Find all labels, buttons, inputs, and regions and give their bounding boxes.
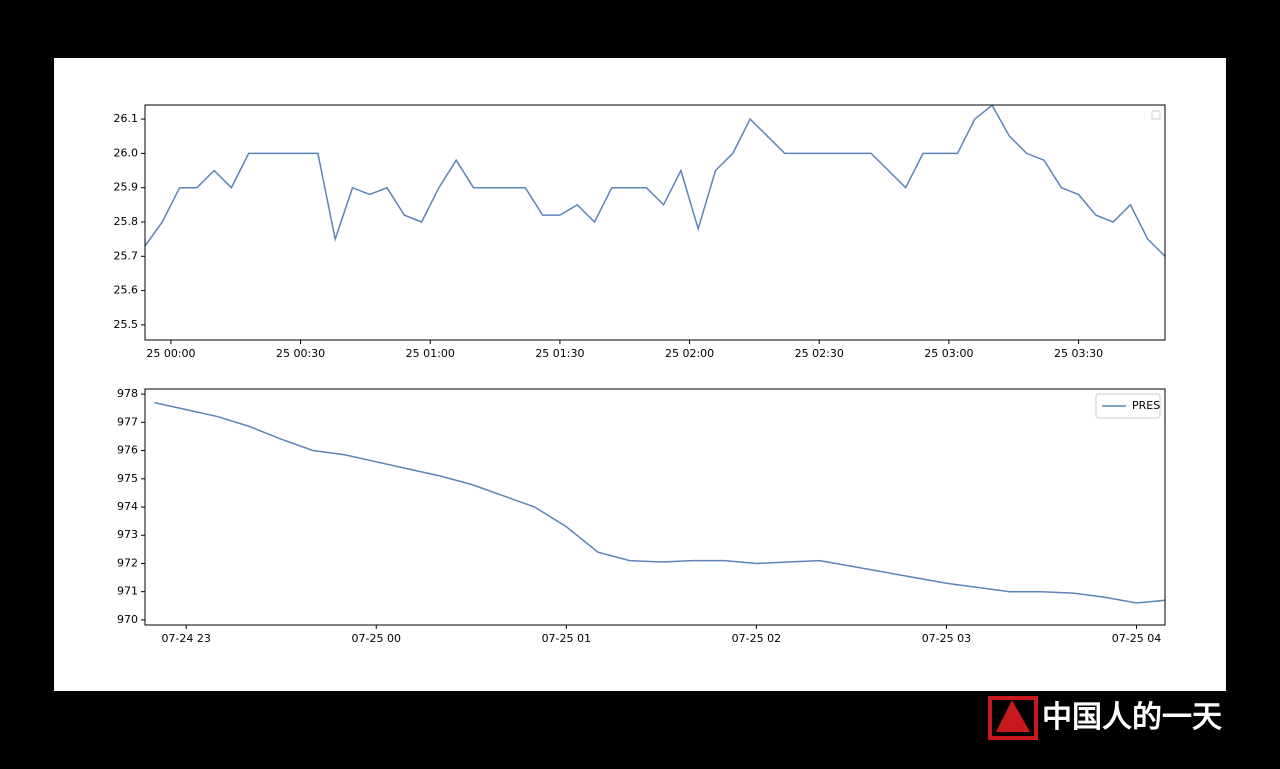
x-tick-label: 07-25 01 <box>542 632 591 645</box>
y-tick-label: 25.9 <box>114 181 139 194</box>
y-tick-label: 971 <box>117 585 138 598</box>
x-tick-label: 07-24 23 <box>161 632 210 645</box>
watermark: 中国人的一天 <box>1042 700 1222 735</box>
x-tick-label: 25 03:30 <box>1054 347 1103 360</box>
y-tick-label: 974 <box>117 500 138 513</box>
x-tick-label: 07-25 03 <box>922 632 971 645</box>
y-tick-label: 26.0 <box>114 146 139 159</box>
y-tick-label: 972 <box>117 556 138 569</box>
logo <box>988 696 1038 740</box>
y-tick-label: 25.5 <box>114 318 139 331</box>
x-tick-label: 25 01:00 <box>406 347 455 360</box>
x-tick-label: 07-25 02 <box>732 632 781 645</box>
legend-label: PRES <box>1132 399 1160 412</box>
x-tick-label: 25 00:00 <box>146 347 195 360</box>
y-tick-label: 25.7 <box>114 249 139 262</box>
x-tick-label: 25 02:30 <box>795 347 844 360</box>
x-tick-label: 25 03:00 <box>924 347 973 360</box>
y-tick-label: 975 <box>117 472 138 485</box>
plot-frame <box>144 388 1166 626</box>
figure <box>54 58 1226 691</box>
x-tick-label: 25 02:00 <box>665 347 714 360</box>
x-tick-label: 07-25 00 <box>352 632 401 645</box>
y-tick-label: 976 <box>117 444 138 457</box>
y-tick-label: 26.1 <box>114 112 139 125</box>
y-tick-label: 970 <box>117 613 138 626</box>
y-tick-label: 25.8 <box>114 215 139 228</box>
y-tick-label: 973 <box>117 528 138 541</box>
y-tick-label: 25.6 <box>114 284 139 297</box>
plot-frame <box>144 104 1166 341</box>
x-tick-label: 25 01:30 <box>535 347 584 360</box>
y-tick-label: 977 <box>117 415 138 428</box>
y-tick-label: 978 <box>117 387 138 400</box>
x-tick-label: 25 00:30 <box>276 347 325 360</box>
data-line <box>154 401 1166 604</box>
x-tick-label: 07-25 04 <box>1112 632 1161 645</box>
legend-box <box>1151 110 1161 120</box>
legend-box <box>1095 393 1161 419</box>
data-line <box>144 104 1166 257</box>
